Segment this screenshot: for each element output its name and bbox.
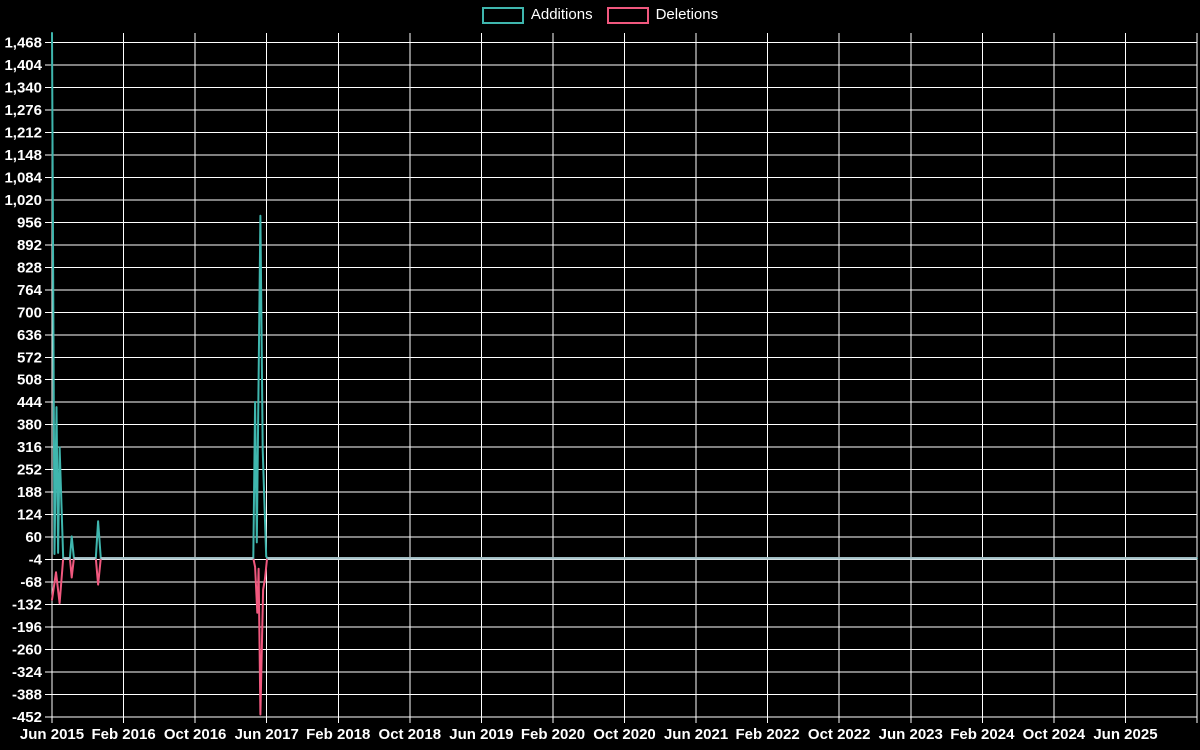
y-axis-tick-label: 1,340 [4,79,42,96]
y-axis-tick-label: 636 [17,327,42,344]
y-axis-tick-label: -4 [29,552,43,569]
y-axis-tick-label: -196 [12,619,42,636]
x-axis-tick-label: Feb 2020 [521,726,585,743]
x-axis-tick-label: Jun 2019 [449,726,513,743]
x-axis-tick-label: Oct 2020 [593,726,656,743]
legend-label-deletions: Deletions [655,6,719,23]
x-axis-tick-label: Jun 2023 [879,726,943,743]
y-axis-tick-label: 60 [25,529,42,546]
legend-item-deletions[interactable]: Deletions [606,6,719,24]
y-axis-tick-label: 1,468 [4,34,42,51]
x-axis-tick-label: Feb 2022 [736,726,800,743]
y-axis-tick-label: 1,020 [4,192,42,209]
legend-item-additions[interactable]: Additions [481,6,593,24]
deletions-swatch-icon [606,6,649,24]
y-axis-tick-label: 1,404 [4,57,42,74]
x-axis-tick-label: Oct 2024 [1023,726,1086,743]
y-axis-tick-label: 252 [17,462,42,479]
y-axis-tick-label: 1,276 [4,102,42,119]
x-axis-tick-label: Feb 2018 [306,726,370,743]
x-axis-tick-label: Oct 2022 [808,726,871,743]
y-axis-tick-label: -324 [12,664,43,681]
x-axis-tick-label: Jun 2015 [20,726,84,743]
legend-label-additions: Additions [530,6,593,23]
y-axis-tick-label: 444 [17,394,43,411]
y-axis-tick-label: 572 [17,349,42,366]
y-axis-tick-label: 700 [17,304,42,321]
y-axis-tick-label: 188 [17,484,42,501]
y-axis-tick-label: 508 [17,372,42,389]
y-axis-tick-label: -68 [20,574,42,591]
y-axis-tick-label: 316 [17,439,42,456]
x-axis-tick-label: Feb 2016 [91,726,155,743]
y-axis-tick-label: -260 [12,642,42,659]
y-axis-tick-label: -388 [12,687,42,704]
y-axis-tick-label: 380 [17,417,42,434]
additions-swatch-icon [481,6,524,24]
y-axis-tick-label: 828 [17,259,42,276]
y-axis-tick-label: 1,148 [4,147,42,164]
x-axis-tick-label: Jun 2017 [235,726,299,743]
y-axis-tick-label: 1,212 [4,124,42,141]
y-axis-tick-label: -132 [12,597,42,614]
y-axis-tick-label: 764 [17,282,43,299]
y-axis-tick-label: 1,084 [4,169,42,186]
y-axis-tick-label: 124 [17,507,43,524]
chart-legend: Additions Deletions [0,6,1200,24]
x-axis-tick-label: Feb 2024 [950,726,1015,743]
x-axis-tick-label: Jun 2025 [1093,726,1157,743]
x-axis-tick-label: Oct 2018 [379,726,442,743]
y-axis-tick-label: 892 [17,237,42,254]
x-axis-tick-label: Jun 2021 [664,726,728,743]
x-axis-tick-label: Oct 2016 [164,726,227,743]
y-axis-tick-label: -452 [12,709,42,726]
additions-line [51,32,1198,560]
y-axis-tick-label: 956 [17,214,42,231]
